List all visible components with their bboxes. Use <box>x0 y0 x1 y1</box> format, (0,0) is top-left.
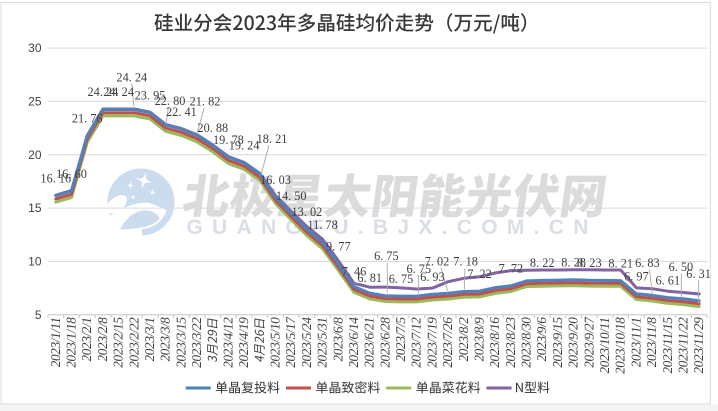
svg-text:20: 20 <box>28 148 42 162</box>
svg-text:24. 24: 24. 24 <box>88 85 119 99</box>
svg-text:2023/10/18: 2023/10/18 <box>613 316 628 375</box>
svg-text:15: 15 <box>28 201 42 215</box>
svg-text:21. 76: 21. 76 <box>72 112 103 126</box>
svg-text:2023/4/12: 2023/4/12 <box>220 316 235 368</box>
svg-text:5: 5 <box>35 308 42 322</box>
svg-text:6. 31: 6. 31 <box>686 267 711 281</box>
svg-text:14. 50: 14. 50 <box>276 189 307 203</box>
svg-text:2023/9/20: 2023/9/20 <box>566 316 581 369</box>
svg-text:2023/9/15: 2023/9/15 <box>550 316 565 369</box>
svg-text:2023/7/26: 2023/7/26 <box>440 316 455 369</box>
svg-text:22. 80: 22. 80 <box>155 94 186 108</box>
svg-text:2023/6/14: 2023/6/14 <box>346 316 361 369</box>
svg-text:8. 21: 8. 21 <box>608 256 633 270</box>
svg-text:30: 30 <box>28 41 42 55</box>
svg-text:10: 10 <box>28 255 42 269</box>
svg-text:2023/8/9: 2023/8/9 <box>472 316 487 363</box>
svg-text:6. 75: 6. 75 <box>374 249 399 263</box>
svg-text:2023/6/28: 2023/6/28 <box>377 316 392 369</box>
svg-text:6. 81: 6. 81 <box>357 271 382 285</box>
svg-text:2023/3/8: 2023/3/8 <box>158 316 173 363</box>
svg-text:2023/1/11: 2023/1/11 <box>48 316 63 368</box>
svg-text:7. 46: 7. 46 <box>342 264 367 278</box>
svg-text:16. 03: 16. 03 <box>260 173 291 187</box>
svg-text:6. 93: 6. 93 <box>420 270 445 284</box>
svg-text:11. 78: 11. 78 <box>307 218 337 232</box>
svg-text:2023/7/12: 2023/7/12 <box>409 316 424 368</box>
svg-text:2023/11/22: 2023/11/22 <box>676 316 691 374</box>
svg-text:20. 88: 20. 88 <box>197 121 228 135</box>
svg-text:24. 24: 24. 24 <box>116 70 147 84</box>
svg-text:2023/4/19: 2023/4/19 <box>236 316 251 369</box>
svg-text:21. 82: 21. 82 <box>190 95 221 109</box>
svg-text:2023/1/18: 2023/1/18 <box>64 316 79 369</box>
svg-text:6. 61: 6. 61 <box>656 273 681 287</box>
svg-text:2023/11/29: 2023/11/29 <box>691 316 706 375</box>
svg-text:2023/7/5: 2023/7/5 <box>393 316 408 363</box>
svg-text:2023/10/11: 2023/10/11 <box>597 316 612 374</box>
svg-text:19. 78: 19. 78 <box>213 133 244 147</box>
svg-text:2023/2/8: 2023/2/8 <box>95 316 110 363</box>
svg-text:2023/6/21: 2023/6/21 <box>362 316 377 368</box>
svg-text:8. 23: 8. 23 <box>577 256 602 270</box>
svg-text:19. 24: 19. 24 <box>229 139 260 153</box>
svg-text:GUANGFU.BJX.COM.CN: GUANGFU.BJX.COM.CN <box>187 216 598 239</box>
svg-text:16. 60: 16. 60 <box>56 167 87 181</box>
svg-text:2023/11/8: 2023/11/8 <box>644 316 659 369</box>
svg-text:2023/2/15: 2023/2/15 <box>111 316 126 369</box>
svg-text:2023/9/6: 2023/9/6 <box>534 316 549 363</box>
svg-text:18. 21: 18. 21 <box>257 132 288 146</box>
svg-text:6. 83: 6. 83 <box>635 256 660 270</box>
svg-text:9. 77: 9. 77 <box>326 240 351 254</box>
svg-text:23. 95: 23. 95 <box>135 88 166 102</box>
svg-text:2023/8/2: 2023/8/2 <box>456 316 471 362</box>
svg-text:2023/8/23: 2023/8/23 <box>503 316 518 369</box>
svg-text:6. 50: 6. 50 <box>669 260 694 274</box>
svg-text:2023/5/31: 2023/5/31 <box>315 316 330 368</box>
svg-text:25: 25 <box>28 94 42 108</box>
svg-text:2023/2/22: 2023/2/22 <box>126 316 141 368</box>
svg-text:22. 41: 22. 41 <box>166 105 197 119</box>
svg-text:2023/11/15: 2023/11/15 <box>660 316 675 375</box>
svg-text:2023/3/1: 2023/3/1 <box>142 316 157 362</box>
svg-text:2023/3/15: 2023/3/15 <box>173 316 188 369</box>
svg-text:2023/3/22: 2023/3/22 <box>189 316 204 368</box>
svg-text:6. 97: 6. 97 <box>624 270 649 284</box>
svg-text:2023/5/17: 2023/5/17 <box>283 316 298 369</box>
svg-text:2023/5/10: 2023/5/10 <box>268 316 283 369</box>
svg-text:2023/11/1: 2023/11/1 <box>628 316 643 368</box>
svg-text:16. 16: 16. 16 <box>40 171 71 185</box>
svg-text:24. 24: 24. 24 <box>103 85 134 99</box>
svg-text:7. 18: 7. 18 <box>453 255 478 269</box>
svg-text:8. 22: 8. 22 <box>530 256 555 270</box>
svg-text:7. 72: 7. 72 <box>499 262 524 276</box>
svg-text:2023/8/16: 2023/8/16 <box>487 316 502 369</box>
svg-text:8. 28: 8. 28 <box>561 256 586 270</box>
svg-text:2023/5/24: 2023/5/24 <box>299 316 314 369</box>
svg-text:6. 75: 6. 75 <box>407 262 432 276</box>
svg-text:2023/2/1: 2023/2/1 <box>79 316 94 362</box>
svg-text:7. 02: 7. 02 <box>425 255 450 269</box>
svg-text:2023/6/8: 2023/6/8 <box>330 316 345 363</box>
svg-text:13. 02: 13. 02 <box>292 205 323 219</box>
svg-text:2023/7/19: 2023/7/19 <box>424 316 439 369</box>
svg-text:7. 22: 7. 22 <box>467 267 492 281</box>
svg-text:2023/9/27: 2023/9/27 <box>581 316 596 369</box>
svg-text:2023/8/30: 2023/8/30 <box>519 316 534 369</box>
svg-text:6. 75: 6. 75 <box>389 272 414 286</box>
